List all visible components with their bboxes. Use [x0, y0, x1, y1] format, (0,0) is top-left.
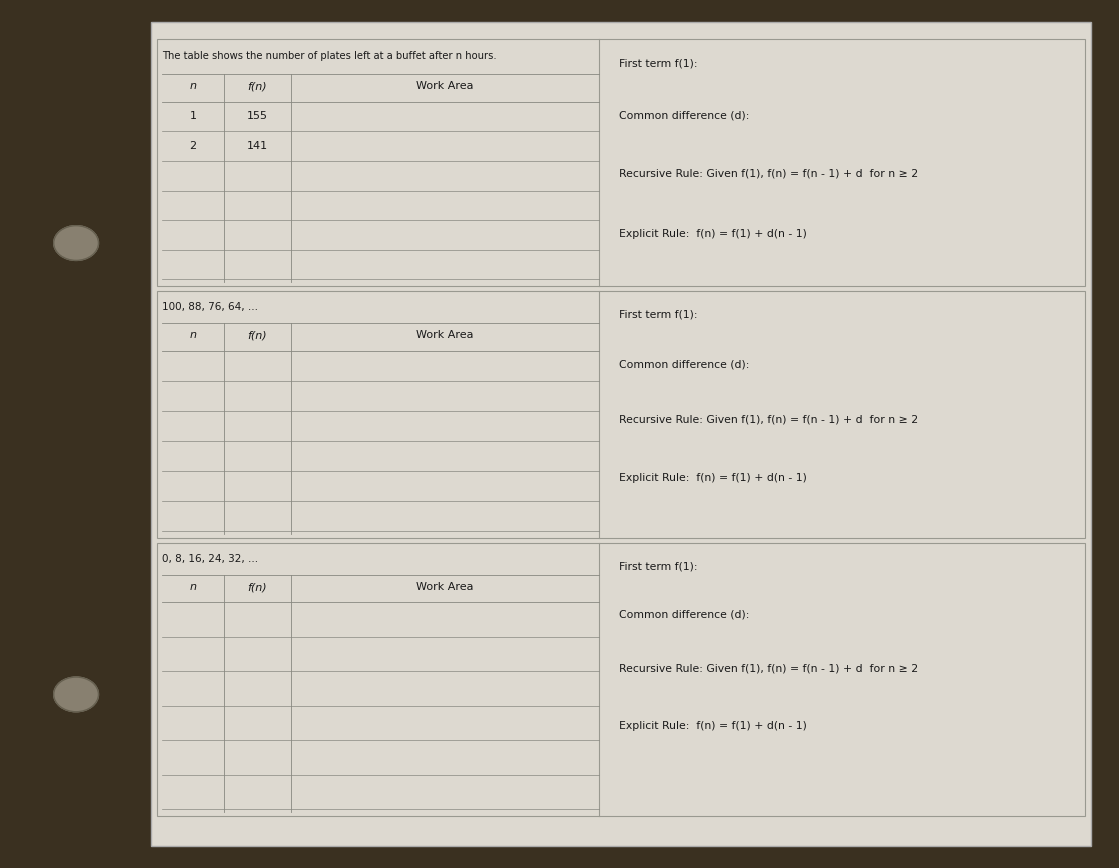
Text: First term f(1):: First term f(1): — [619, 58, 697, 69]
Text: Explicit Rule:  f(n) = f(1) + d(n - 1): Explicit Rule: f(n) = f(1) + d(n - 1) — [619, 473, 807, 483]
Bar — [157, 542, 1085, 816]
Text: 0, 8, 16, 24, 32, ...: 0, 8, 16, 24, 32, ... — [162, 554, 258, 564]
Text: Work Area: Work Area — [416, 82, 473, 91]
Text: Work Area: Work Area — [416, 331, 473, 340]
Text: Recursive Rule: Given f(1), f(n) = f(n - 1) + d  for n ≥ 2: Recursive Rule: Given f(1), f(n) = f(n -… — [619, 168, 918, 179]
Text: Common difference (d):: Common difference (d): — [619, 359, 750, 370]
Bar — [151, 22, 1091, 846]
Text: Explicit Rule:  f(n) = f(1) + d(n - 1): Explicit Rule: f(n) = f(1) + d(n - 1) — [619, 229, 807, 240]
Text: f(n): f(n) — [247, 582, 267, 592]
Bar — [157, 291, 1085, 538]
Text: Recursive Rule: Given f(1), f(n) = f(n - 1) + d  for n ≥ 2: Recursive Rule: Given f(1), f(n) = f(n -… — [619, 663, 918, 674]
Text: Work Area: Work Area — [416, 582, 473, 592]
Text: First term f(1):: First term f(1): — [619, 310, 697, 320]
Text: First term f(1):: First term f(1): — [619, 562, 697, 572]
Text: n: n — [189, 82, 197, 91]
Text: Common difference (d):: Common difference (d): — [619, 609, 750, 620]
Circle shape — [54, 677, 98, 712]
Text: 2: 2 — [189, 141, 197, 151]
Text: n: n — [189, 331, 197, 340]
Text: The table shows the number of plates left at a buffet after n hours.: The table shows the number of plates lef… — [162, 51, 497, 62]
Text: n: n — [189, 582, 197, 592]
Text: 155: 155 — [247, 111, 267, 122]
Bar — [157, 39, 1085, 286]
Text: Recursive Rule: Given f(1), f(n) = f(n - 1) + d  for n ≥ 2: Recursive Rule: Given f(1), f(n) = f(n -… — [619, 415, 918, 425]
Text: 1: 1 — [189, 111, 197, 122]
Text: Explicit Rule:  f(n) = f(1) + d(n - 1): Explicit Rule: f(n) = f(1) + d(n - 1) — [619, 721, 807, 732]
Text: 141: 141 — [247, 141, 267, 151]
Text: 100, 88, 76, 64, ...: 100, 88, 76, 64, ... — [162, 302, 258, 312]
Circle shape — [54, 226, 98, 260]
Text: f(n): f(n) — [247, 82, 267, 91]
Text: Common difference (d):: Common difference (d): — [619, 110, 750, 121]
Text: f(n): f(n) — [247, 331, 267, 340]
